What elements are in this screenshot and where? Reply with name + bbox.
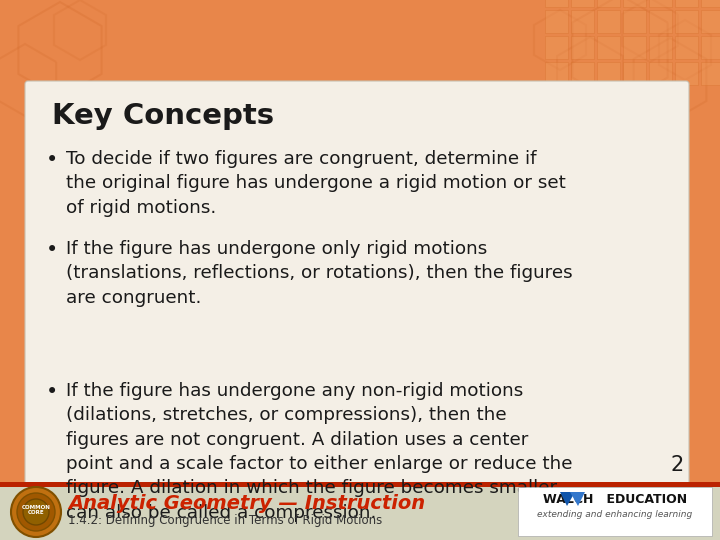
Text: extending and enhancing learning: extending and enhancing learning <box>537 510 693 519</box>
Bar <box>0 482 720 487</box>
Bar <box>701 10 720 33</box>
Text: Key Concepts: Key Concepts <box>52 102 274 130</box>
Bar <box>0 482 720 540</box>
Text: To decide if two figures are congruent, determine if
the original figure has und: To decide if two figures are congruent, … <box>66 150 566 217</box>
Bar <box>649 62 672 85</box>
Bar <box>597 10 620 33</box>
Polygon shape <box>570 492 585 506</box>
Text: Analytic Geometry — Instruction: Analytic Geometry — Instruction <box>68 494 425 513</box>
Bar <box>571 0 594 7</box>
Text: If the figure has undergone only rigid motions
(translations, reflections, or ro: If the figure has undergone only rigid m… <box>66 240 572 307</box>
Bar <box>571 10 594 33</box>
Bar <box>701 62 720 85</box>
Bar <box>701 36 720 59</box>
Text: •: • <box>46 382 58 402</box>
Bar <box>545 0 568 7</box>
Circle shape <box>17 493 55 531</box>
Bar <box>649 0 672 7</box>
Circle shape <box>11 487 61 537</box>
Polygon shape <box>560 492 575 506</box>
Bar <box>623 10 646 33</box>
Bar <box>545 36 568 59</box>
Text: •: • <box>46 240 58 260</box>
Text: 2: 2 <box>671 455 684 475</box>
Text: 1.4.2: Defining Congruence in Terms of Rigid Motions: 1.4.2: Defining Congruence in Terms of R… <box>68 514 382 527</box>
Bar <box>675 0 698 7</box>
Bar <box>649 36 672 59</box>
Bar <box>649 10 672 33</box>
Bar <box>518 487 712 536</box>
Text: •: • <box>46 150 58 170</box>
Bar <box>571 36 594 59</box>
Bar <box>597 36 620 59</box>
Bar <box>675 10 698 33</box>
Bar <box>545 62 568 85</box>
Bar <box>701 0 720 7</box>
Text: WALCH   EDUCATION: WALCH EDUCATION <box>543 493 687 506</box>
FancyBboxPatch shape <box>25 81 689 485</box>
Bar <box>623 0 646 7</box>
Circle shape <box>23 499 49 525</box>
Bar <box>675 62 698 85</box>
Bar <box>597 62 620 85</box>
Bar <box>675 36 698 59</box>
Text: If the figure has undergone any non-rigid motions
(dilations, stretches, or comp: If the figure has undergone any non-rigi… <box>66 382 572 522</box>
Bar <box>597 0 620 7</box>
Bar <box>571 62 594 85</box>
Text: COMMON
CORE: COMMON CORE <box>22 504 50 515</box>
Bar <box>545 10 568 33</box>
Bar <box>623 62 646 85</box>
Bar <box>623 36 646 59</box>
